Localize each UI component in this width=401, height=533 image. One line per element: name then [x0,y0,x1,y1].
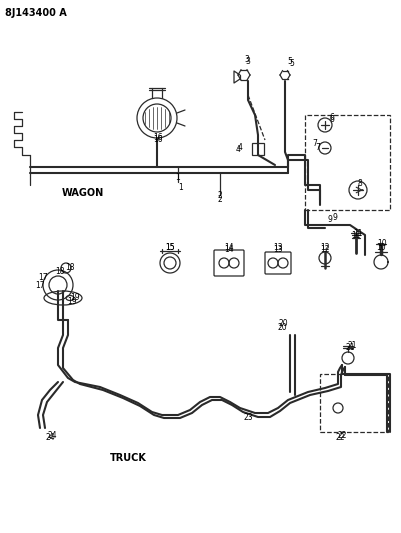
Text: 20: 20 [278,319,288,327]
Bar [320,374,388,432]
Text: 8J143400 A: 8J143400 A [5,8,67,18]
Text: 16: 16 [153,133,163,142]
Text: 14: 14 [224,244,234,253]
Text: 18: 18 [55,268,65,277]
Text: 13: 13 [273,244,283,253]
Text: 11: 11 [351,230,361,239]
Text: 23: 23 [243,414,253,423]
Bar [305,115,390,210]
Text: 9: 9 [332,214,337,222]
Bar [252,143,264,155]
Text: 17: 17 [35,280,45,289]
Text: 10: 10 [376,243,386,252]
Text: 6: 6 [330,112,334,122]
Text: 4: 4 [238,143,243,152]
Text: WAGON: WAGON [62,188,104,198]
Text: 13: 13 [273,246,283,254]
Text: 18: 18 [65,263,75,272]
Text: 2: 2 [218,190,223,199]
Text: 3: 3 [245,55,249,64]
Text: 11: 11 [353,229,363,238]
Text: 3: 3 [245,58,251,67]
Text: 4: 4 [235,146,240,155]
Text: 12: 12 [320,246,330,254]
Text: 21: 21 [345,343,355,352]
Text: 10: 10 [377,239,387,248]
Text: 2: 2 [218,196,223,205]
Text: 5: 5 [288,56,292,66]
Text: 22: 22 [337,431,347,440]
Text: 24: 24 [47,431,57,440]
Text: 21: 21 [347,341,357,350]
Text: 15: 15 [165,244,175,253]
Text: 19: 19 [67,297,77,306]
Text: 19: 19 [70,294,80,303]
Text: TRUCK: TRUCK [110,453,147,463]
Text: 5: 5 [290,60,294,69]
Text: 14: 14 [224,246,234,254]
Text: 15: 15 [165,244,175,253]
Text: 24: 24 [45,433,55,442]
Text: 6: 6 [330,116,334,125]
Text: 16: 16 [153,135,163,144]
Text: 7: 7 [312,139,317,148]
Text: 7: 7 [315,143,320,152]
Text: 12: 12 [320,243,330,252]
Text: 1: 1 [178,183,183,192]
Text: 1: 1 [176,174,180,182]
Text: 9: 9 [328,215,332,224]
Text: 20: 20 [277,324,287,333]
Text: 17: 17 [38,273,48,282]
Text: 22: 22 [335,433,345,442]
Text: 8: 8 [358,179,363,188]
